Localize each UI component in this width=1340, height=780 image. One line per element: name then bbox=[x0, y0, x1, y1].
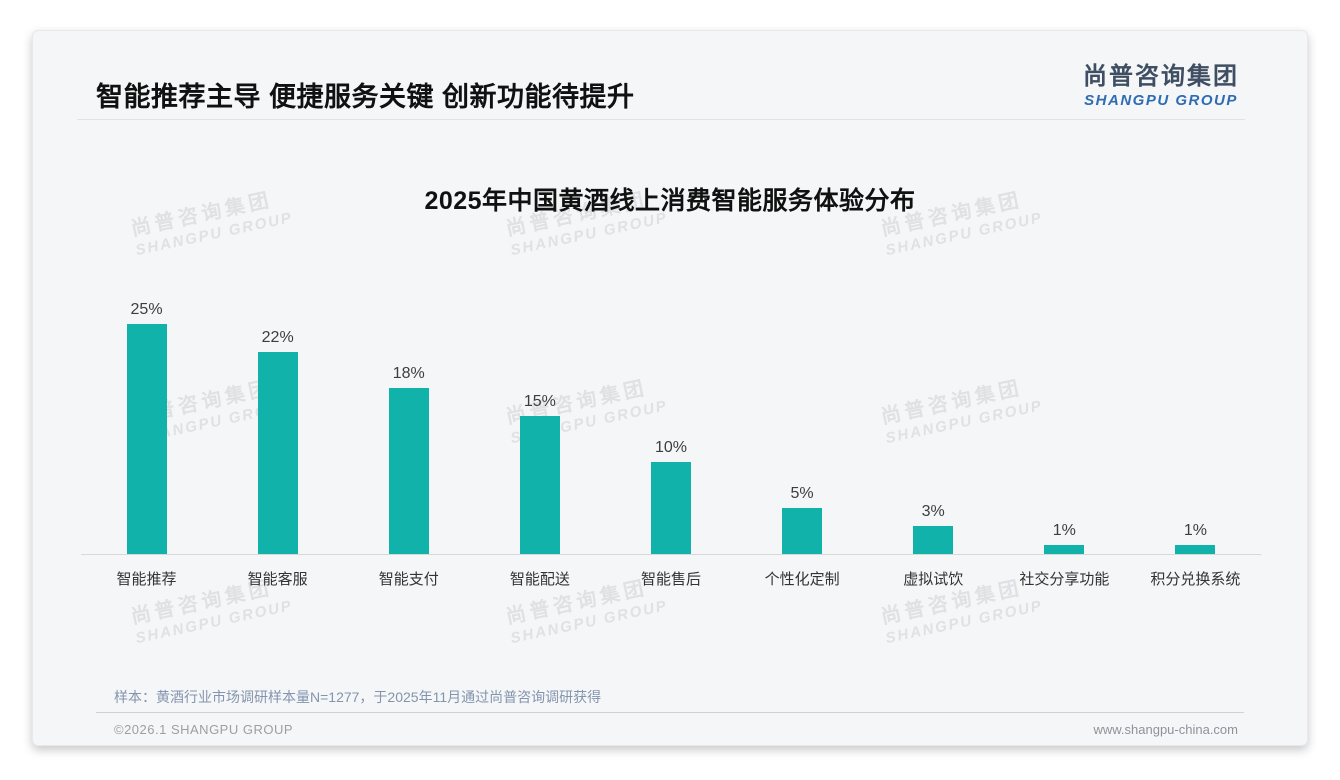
category-label: 虚拟试饮 bbox=[903, 571, 964, 588]
category-label: 智能售后 bbox=[640, 571, 701, 588]
logo-chinese-name: 尚普咨询集团 bbox=[1083, 63, 1239, 90]
bar-group: 15% bbox=[474, 299, 605, 554]
category-label: 社交分享功能 bbox=[1019, 571, 1110, 588]
bar-value-label: 5% bbox=[790, 485, 814, 502]
bar-group: 5% bbox=[737, 299, 868, 554]
bar bbox=[519, 416, 560, 554]
x-axis-labels: 智能推荐 智能客服 智能支付 智能配送 智能售后 个性化定制 虚拟试饮 社交分享功能 积分兑换系… bbox=[81, 568, 1261, 589]
category-label: 个性化定制 bbox=[764, 571, 840, 588]
logo-english-name: SHANGPU GROUP bbox=[1084, 92, 1238, 109]
company-logo: 尚普咨询集团 SHANGPU GROUP bbox=[1083, 56, 1239, 109]
category-label: 智能支付 bbox=[378, 571, 439, 588]
header-divider bbox=[77, 119, 1245, 120]
bar-value-label: 1% bbox=[1183, 522, 1207, 539]
category-label: 积分兑换系统 bbox=[1150, 571, 1241, 588]
bar bbox=[388, 388, 429, 554]
bar-value-label: 25% bbox=[130, 301, 163, 318]
bar-value-label: 22% bbox=[261, 329, 294, 346]
bar-value-label: 10% bbox=[654, 439, 687, 456]
bar-group: 1% bbox=[1130, 299, 1261, 554]
bar-group: 1% bbox=[999, 299, 1130, 554]
sample-footnote: 样本：黄酒行业市场调研样本量N=1277，于2025年11月通过尚普咨询调研获得 bbox=[114, 689, 602, 705]
bar-value-label: 15% bbox=[523, 393, 556, 410]
x-axis-line bbox=[81, 554, 1261, 555]
bar-value-label: 18% bbox=[392, 365, 425, 382]
bar bbox=[1175, 545, 1216, 554]
category-label: 智能配送 bbox=[509, 571, 570, 588]
website-url: www.shangpu-china.com bbox=[1093, 722, 1238, 737]
category-label: 智能推荐 bbox=[116, 571, 177, 588]
slide-card: 尚普咨询集团 SHANGPU GROUP 尚普咨询集团 SHANGPU GROUP 尚普… bbox=[32, 30, 1308, 746]
bar bbox=[913, 526, 954, 554]
footer-divider bbox=[96, 712, 1244, 713]
chart-title: 2025年中国黄酒线上消费智能服务体验分布 bbox=[424, 187, 916, 215]
category-label: 智能客服 bbox=[247, 571, 308, 588]
copyright-text: ©2026.1 SHANGPU GROUP bbox=[114, 722, 294, 737]
bar-value-label: 3% bbox=[921, 503, 945, 520]
bar bbox=[650, 462, 691, 554]
bar-chart-plot: 25% 22% 18% 15% 10% 5% 3% 1% 1% bbox=[81, 299, 1261, 554]
bar-group: 22% bbox=[212, 299, 343, 554]
bar bbox=[1044, 545, 1085, 554]
bar-group: 3% bbox=[868, 299, 999, 554]
bar bbox=[257, 352, 298, 554]
bar-group: 25% bbox=[81, 299, 212, 554]
bar-group: 10% bbox=[605, 299, 736, 554]
bar-group: 18% bbox=[343, 299, 474, 554]
bar bbox=[126, 324, 167, 554]
bar bbox=[782, 508, 823, 554]
bar-value-label: 1% bbox=[1052, 522, 1076, 539]
page-title: 智能推荐主导 便捷服务关键 创新功能待提升 bbox=[96, 82, 635, 112]
